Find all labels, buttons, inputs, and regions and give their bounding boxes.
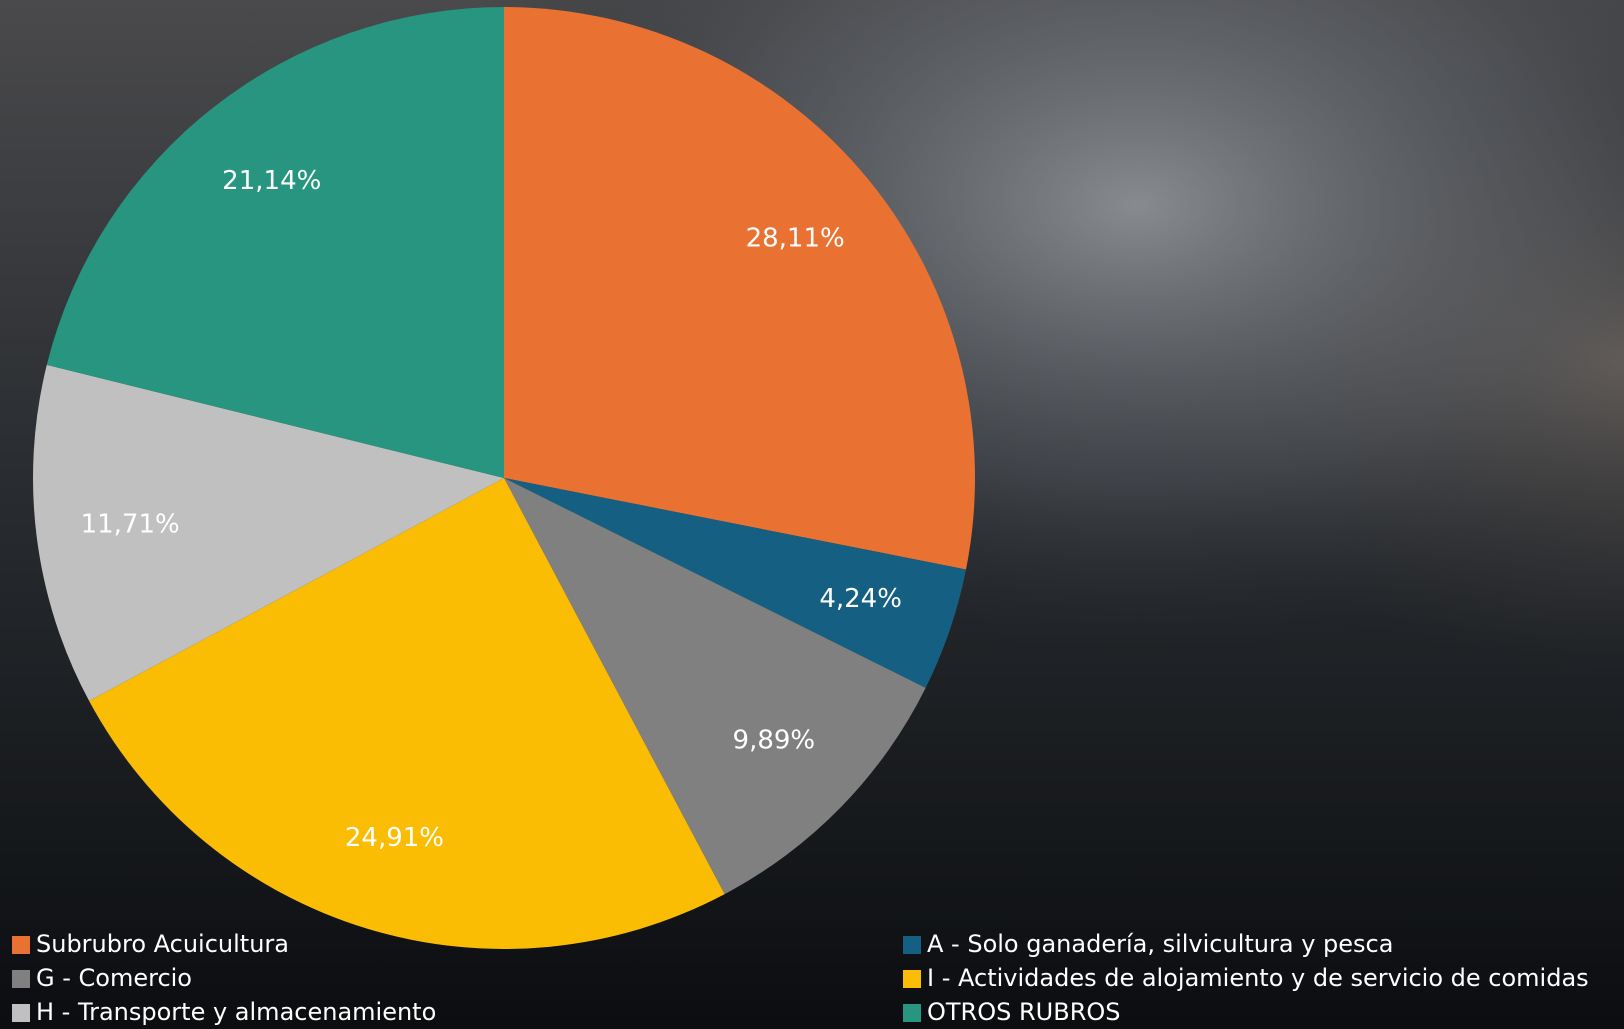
legend: Subrubro Acuicultura A - Solo ganadería, … <box>12 930 1589 1026</box>
legend-swatch <box>12 1004 30 1022</box>
data-label: 24,91% <box>345 823 444 853</box>
legend-label: Subrubro Acuicultura <box>36 930 289 958</box>
data-label: 4,24% <box>819 584 902 614</box>
legend-swatch <box>903 970 921 988</box>
pie-slice <box>504 7 976 570</box>
data-label: 28,11% <box>746 223 845 253</box>
legend-swatch <box>12 936 30 954</box>
legend-label: H - Transporte y almacenamiento <box>36 998 436 1026</box>
legend-swatch <box>903 936 921 954</box>
legend-swatch <box>12 970 30 988</box>
legend-label: G - Comercio <box>36 964 192 992</box>
pie-slice <box>46 7 504 478</box>
pie-slice <box>504 478 926 895</box>
data-label: 21,14% <box>222 166 321 196</box>
data-label: 9,89% <box>733 725 816 755</box>
pie-slice <box>89 478 725 949</box>
pie: 28,11% 4,24% 9,89% 24,91% 11,71% 21,14% <box>32 7 976 949</box>
legend-label: A - Solo ganadería, silvicultura y pesca <box>927 930 1393 958</box>
pie-slice <box>32 364 505 702</box>
pie-slice <box>504 478 967 688</box>
legend-swatch <box>903 1004 921 1022</box>
legend-label: OTROS RUBROS <box>927 998 1121 1026</box>
data-label: 11,71% <box>81 510 180 540</box>
legend-label: I - Actividades de alojamiento y de serv… <box>927 964 1589 992</box>
